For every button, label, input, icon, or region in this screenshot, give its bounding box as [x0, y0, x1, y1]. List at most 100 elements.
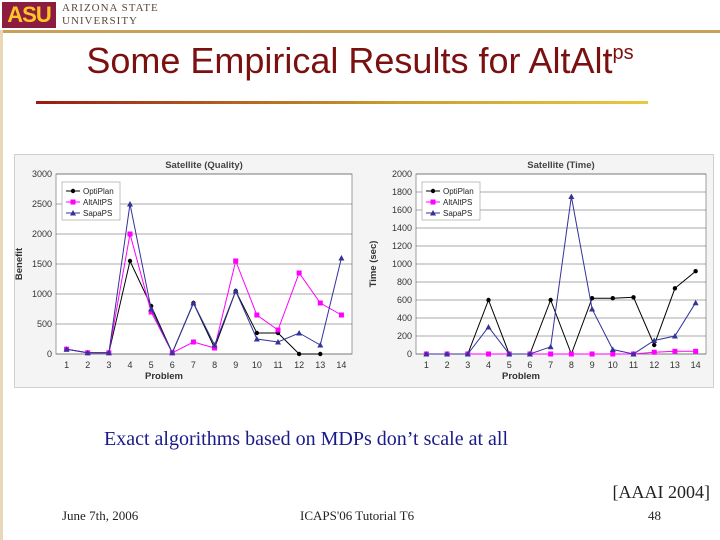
data-point	[318, 351, 323, 357]
data-point	[548, 351, 554, 357]
data-point	[589, 296, 595, 301]
data-point	[589, 306, 596, 312]
slide-title-main: Some Empirical Results for AltAlt	[86, 40, 613, 81]
data-point	[486, 351, 491, 357]
y-tick-label: 3000	[32, 169, 52, 179]
x-tick-label: 8	[569, 360, 574, 370]
data-point	[651, 337, 658, 343]
data-point	[485, 324, 492, 330]
x-tick-label: 3	[106, 360, 111, 370]
series-sapaps	[63, 201, 345, 356]
legend-label: OptiPlan	[83, 187, 114, 196]
data-point	[486, 297, 491, 303]
x-tick-label: 7	[548, 360, 553, 370]
y-tick-label: 1500	[32, 259, 52, 269]
university-name-line1: ARIZONA STATE	[62, 2, 159, 14]
x-tick-label: 1	[64, 360, 69, 370]
x-tick-label: 11	[629, 360, 638, 370]
x-axis-label: Problem	[145, 371, 183, 382]
slide-title-superscript: ps	[612, 42, 634, 64]
header-rule	[0, 30, 720, 33]
page-number: 48	[648, 508, 661, 523]
legend-label: SapaPS	[83, 209, 112, 218]
x-tick-label: 4	[127, 360, 132, 370]
x-tick-label: 12	[294, 360, 304, 370]
y-tick-label: 1400	[392, 223, 412, 233]
y-tick-label: 400	[397, 313, 412, 323]
x-tick-label: 3	[465, 360, 470, 370]
legend-marker	[430, 210, 436, 216]
legend-label: AltAltPS	[83, 198, 112, 207]
legend-label: AltAltPS	[443, 198, 472, 207]
data-point	[317, 342, 324, 348]
university-name-line2: UNIVERSITY	[62, 15, 138, 27]
y-tick-label: 600	[397, 295, 412, 305]
legend-marker	[70, 188, 76, 194]
y-tick-label: 1000	[32, 289, 52, 299]
data-point	[630, 351, 637, 357]
footer-date: June 7th, 2006	[62, 508, 139, 523]
x-tick-label: 13	[670, 360, 680, 370]
data-point	[63, 346, 70, 352]
y-tick-label: 1600	[392, 205, 412, 215]
data-point	[672, 348, 678, 354]
title-underline	[36, 101, 648, 104]
y-axis-label: Benefit	[14, 247, 25, 280]
legend-label: OptiPlan	[443, 187, 474, 196]
y-tick-label: 1000	[392, 259, 412, 269]
y-tick-label: 2000	[32, 229, 52, 239]
data-point	[692, 299, 699, 306]
x-tick-label: 5	[149, 360, 154, 370]
slide-title: Some Empirical Results for AltAltps	[0, 40, 720, 82]
data-point	[423, 351, 430, 357]
x-tick-label: 12	[649, 360, 659, 370]
data-point	[652, 342, 657, 348]
series-line	[426, 270, 696, 356]
legend-marker	[70, 210, 76, 216]
data-point	[254, 312, 260, 318]
x-tick-label: 9	[233, 360, 238, 370]
data-point	[547, 343, 554, 350]
x-tick-label: 5	[507, 360, 512, 370]
data-point	[105, 349, 112, 356]
data-point	[610, 351, 616, 357]
data-point	[464, 351, 471, 357]
data-point	[212, 345, 218, 351]
series-line	[66, 203, 342, 355]
data-point	[211, 342, 218, 348]
x-tick-label: 6	[170, 360, 175, 370]
chart-title: Satellite (Time)	[527, 160, 594, 171]
data-point	[672, 286, 678, 291]
x-tick-label: 1	[424, 360, 429, 370]
x-tick-label: 2	[445, 360, 450, 370]
asu-logo: ASU	[2, 2, 56, 28]
data-point	[296, 351, 302, 357]
footer-event: ICAPS'06 Tutorial T6	[300, 508, 415, 523]
series-sapaps	[423, 193, 699, 357]
y-tick-label: 500	[37, 319, 52, 329]
data-point	[317, 300, 323, 306]
data-point	[190, 339, 196, 345]
data-point	[610, 296, 615, 301]
data-point	[631, 295, 636, 300]
data-point	[169, 349, 176, 356]
x-tick-label: 9	[590, 360, 595, 370]
data-point	[233, 258, 239, 264]
x-tick-label: 14	[336, 360, 346, 370]
data-point	[693, 348, 699, 354]
data-point	[568, 351, 574, 357]
data-point	[275, 327, 281, 333]
data-point	[148, 306, 155, 312]
x-axis-label: Problem	[502, 371, 540, 382]
data-point	[296, 330, 303, 336]
left-margin-rule	[0, 30, 3, 540]
header-bar: ASU ARIZONA STATE UNIVERSITY	[0, 0, 720, 30]
data-point	[148, 309, 154, 315]
y-tick-label: 800	[397, 277, 412, 287]
data-point	[338, 255, 345, 261]
data-point	[526, 351, 533, 357]
y-tick-label: 200	[397, 331, 412, 341]
data-point	[253, 336, 260, 342]
